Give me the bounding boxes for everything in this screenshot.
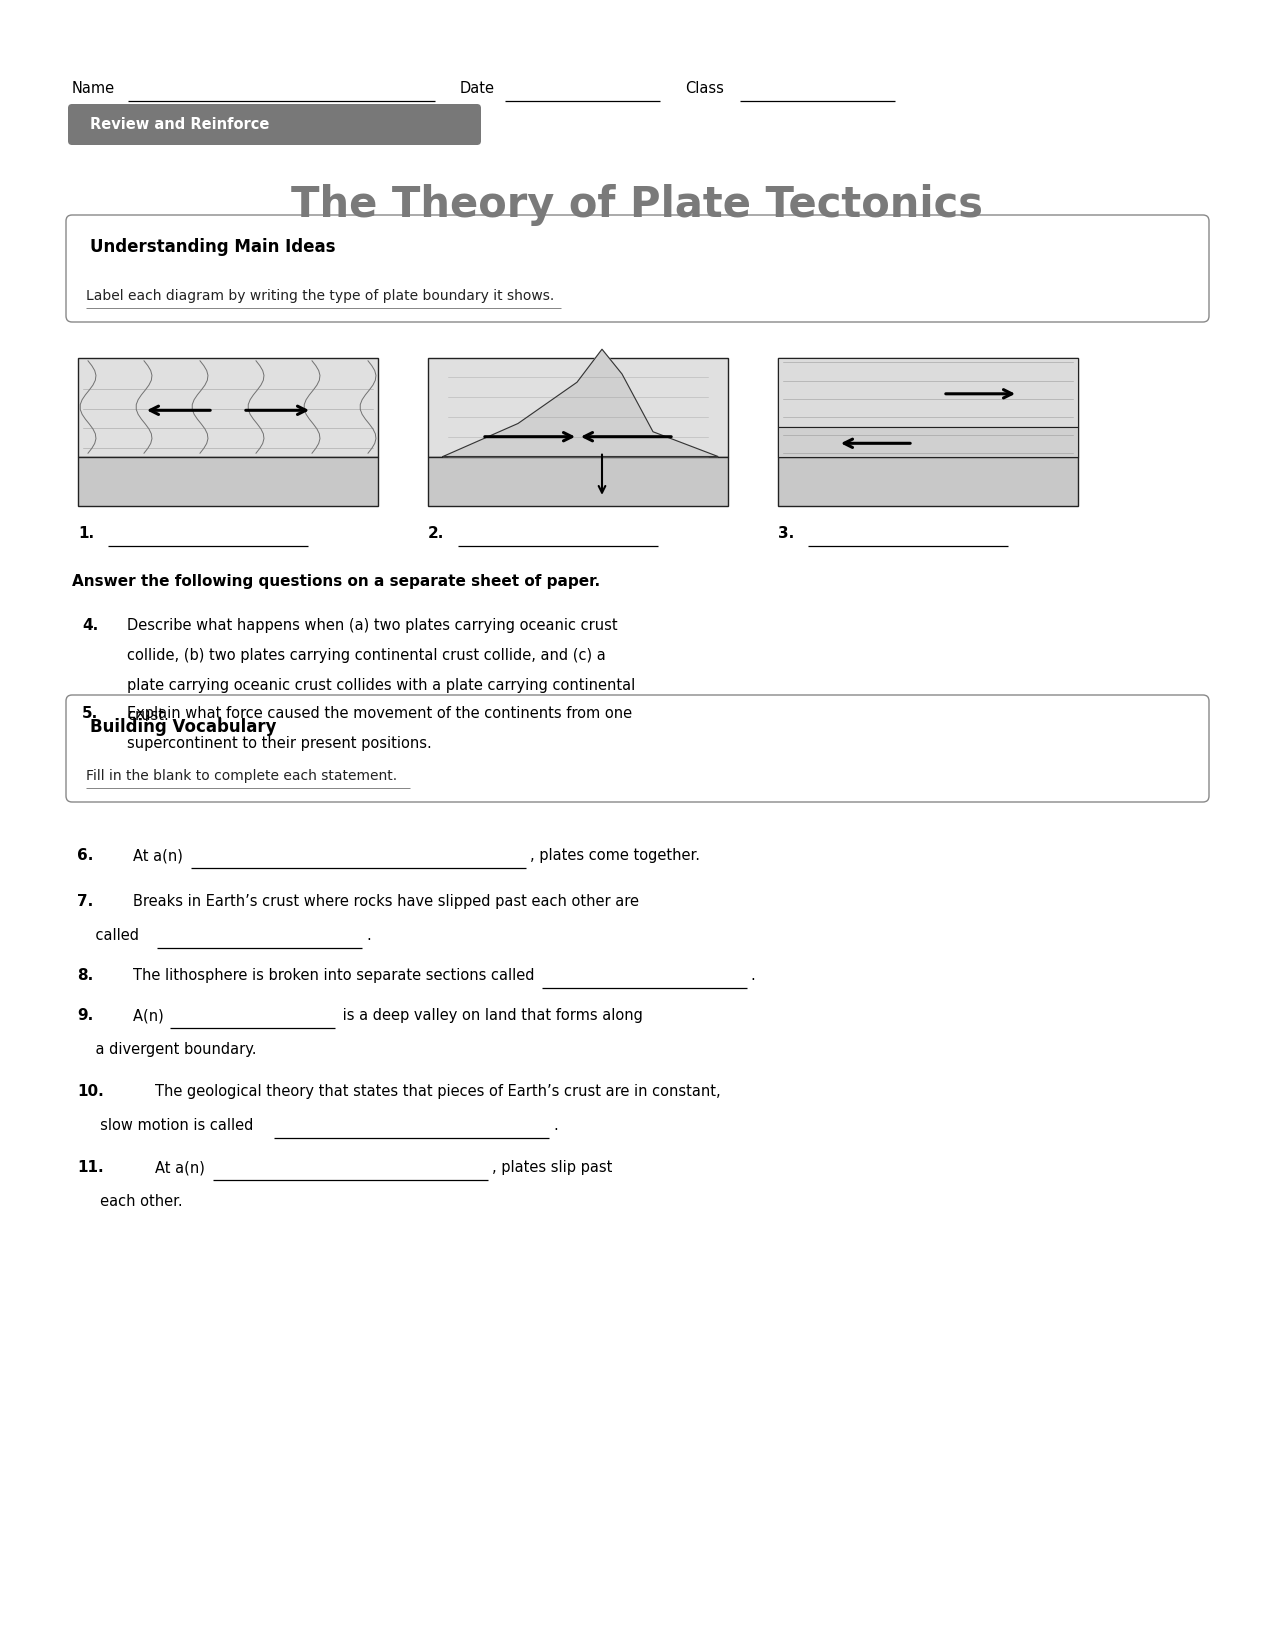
Text: Describe what happens when (a) two plates carrying oceanic crust: Describe what happens when (a) two plate… bbox=[128, 617, 617, 632]
Text: 6.: 6. bbox=[76, 849, 93, 863]
Text: Building Vocabulary: Building Vocabulary bbox=[91, 718, 277, 736]
Text: 10.: 10. bbox=[76, 1085, 103, 1100]
Bar bbox=[778, 358, 1077, 456]
Text: Review and Reinforce: Review and Reinforce bbox=[91, 117, 269, 132]
Text: slow motion is called: slow motion is called bbox=[76, 1118, 258, 1133]
Bar bbox=[78, 456, 377, 505]
Text: called: called bbox=[76, 928, 144, 943]
Text: Date: Date bbox=[460, 81, 495, 96]
Text: 9.: 9. bbox=[76, 1009, 93, 1024]
Text: crust.: crust. bbox=[128, 708, 168, 723]
Text: .: . bbox=[366, 928, 371, 943]
Text: Explain what force caused the movement of the continents from one: Explain what force caused the movement o… bbox=[128, 707, 632, 721]
Bar bbox=[778, 428, 1077, 456]
Text: is a deep valley on land that forms along: is a deep valley on land that forms alon… bbox=[338, 1009, 644, 1024]
Text: .: . bbox=[751, 967, 756, 982]
Text: , plates come together.: , plates come together. bbox=[530, 849, 700, 863]
Bar bbox=[428, 358, 728, 456]
Text: a divergent boundary.: a divergent boundary. bbox=[76, 1042, 256, 1057]
Text: Fill in the blank to complete each statement.: Fill in the blank to complete each state… bbox=[85, 769, 397, 783]
Text: , plates slip past: , plates slip past bbox=[492, 1161, 613, 1176]
FancyBboxPatch shape bbox=[68, 104, 481, 145]
Text: 3.: 3. bbox=[778, 527, 794, 542]
Text: Understanding Main Ideas: Understanding Main Ideas bbox=[91, 238, 335, 256]
FancyBboxPatch shape bbox=[66, 695, 1209, 802]
Text: 1.: 1. bbox=[78, 527, 94, 542]
Text: The lithosphere is broken into separate sections called: The lithosphere is broken into separate … bbox=[133, 967, 539, 982]
Bar bbox=[78, 358, 377, 456]
Text: 11.: 11. bbox=[76, 1161, 103, 1176]
Text: Name: Name bbox=[71, 81, 115, 96]
Text: 4.: 4. bbox=[82, 617, 98, 632]
Text: 7.: 7. bbox=[76, 893, 93, 910]
Text: Class: Class bbox=[685, 81, 724, 96]
Bar bbox=[778, 358, 1077, 428]
Text: At a(n): At a(n) bbox=[156, 1161, 209, 1176]
Text: Label each diagram by writing the type of plate boundary it shows.: Label each diagram by writing the type o… bbox=[85, 289, 555, 304]
Text: 2.: 2. bbox=[428, 527, 445, 542]
FancyBboxPatch shape bbox=[66, 215, 1209, 322]
Text: The geological theory that states that pieces of Earth’s crust are in constant,: The geological theory that states that p… bbox=[156, 1085, 720, 1100]
Text: supercontinent to their present positions.: supercontinent to their present position… bbox=[128, 736, 432, 751]
Bar bbox=[778, 456, 1077, 505]
Text: 8.: 8. bbox=[76, 967, 93, 982]
Text: each other.: each other. bbox=[76, 1194, 182, 1209]
Text: 5.: 5. bbox=[82, 707, 98, 721]
Text: A(n): A(n) bbox=[133, 1009, 168, 1024]
Bar bbox=[428, 456, 728, 505]
Text: collide, (b) two plates carrying continental crust collide, and (c) a: collide, (b) two plates carrying contine… bbox=[128, 647, 606, 664]
Text: .: . bbox=[553, 1118, 558, 1133]
Text: Breaks in Earth’s crust where rocks have slipped past each other are: Breaks in Earth’s crust where rocks have… bbox=[133, 893, 639, 910]
Text: plate carrying oceanic crust collides with a plate carrying continental: plate carrying oceanic crust collides wi… bbox=[128, 679, 635, 693]
Text: At a(n): At a(n) bbox=[133, 849, 187, 863]
Text: The Theory of Plate Tectonics: The Theory of Plate Tectonics bbox=[292, 183, 983, 226]
Polygon shape bbox=[442, 350, 718, 456]
Text: Answer the following questions on a separate sheet of paper.: Answer the following questions on a sepa… bbox=[71, 575, 601, 589]
